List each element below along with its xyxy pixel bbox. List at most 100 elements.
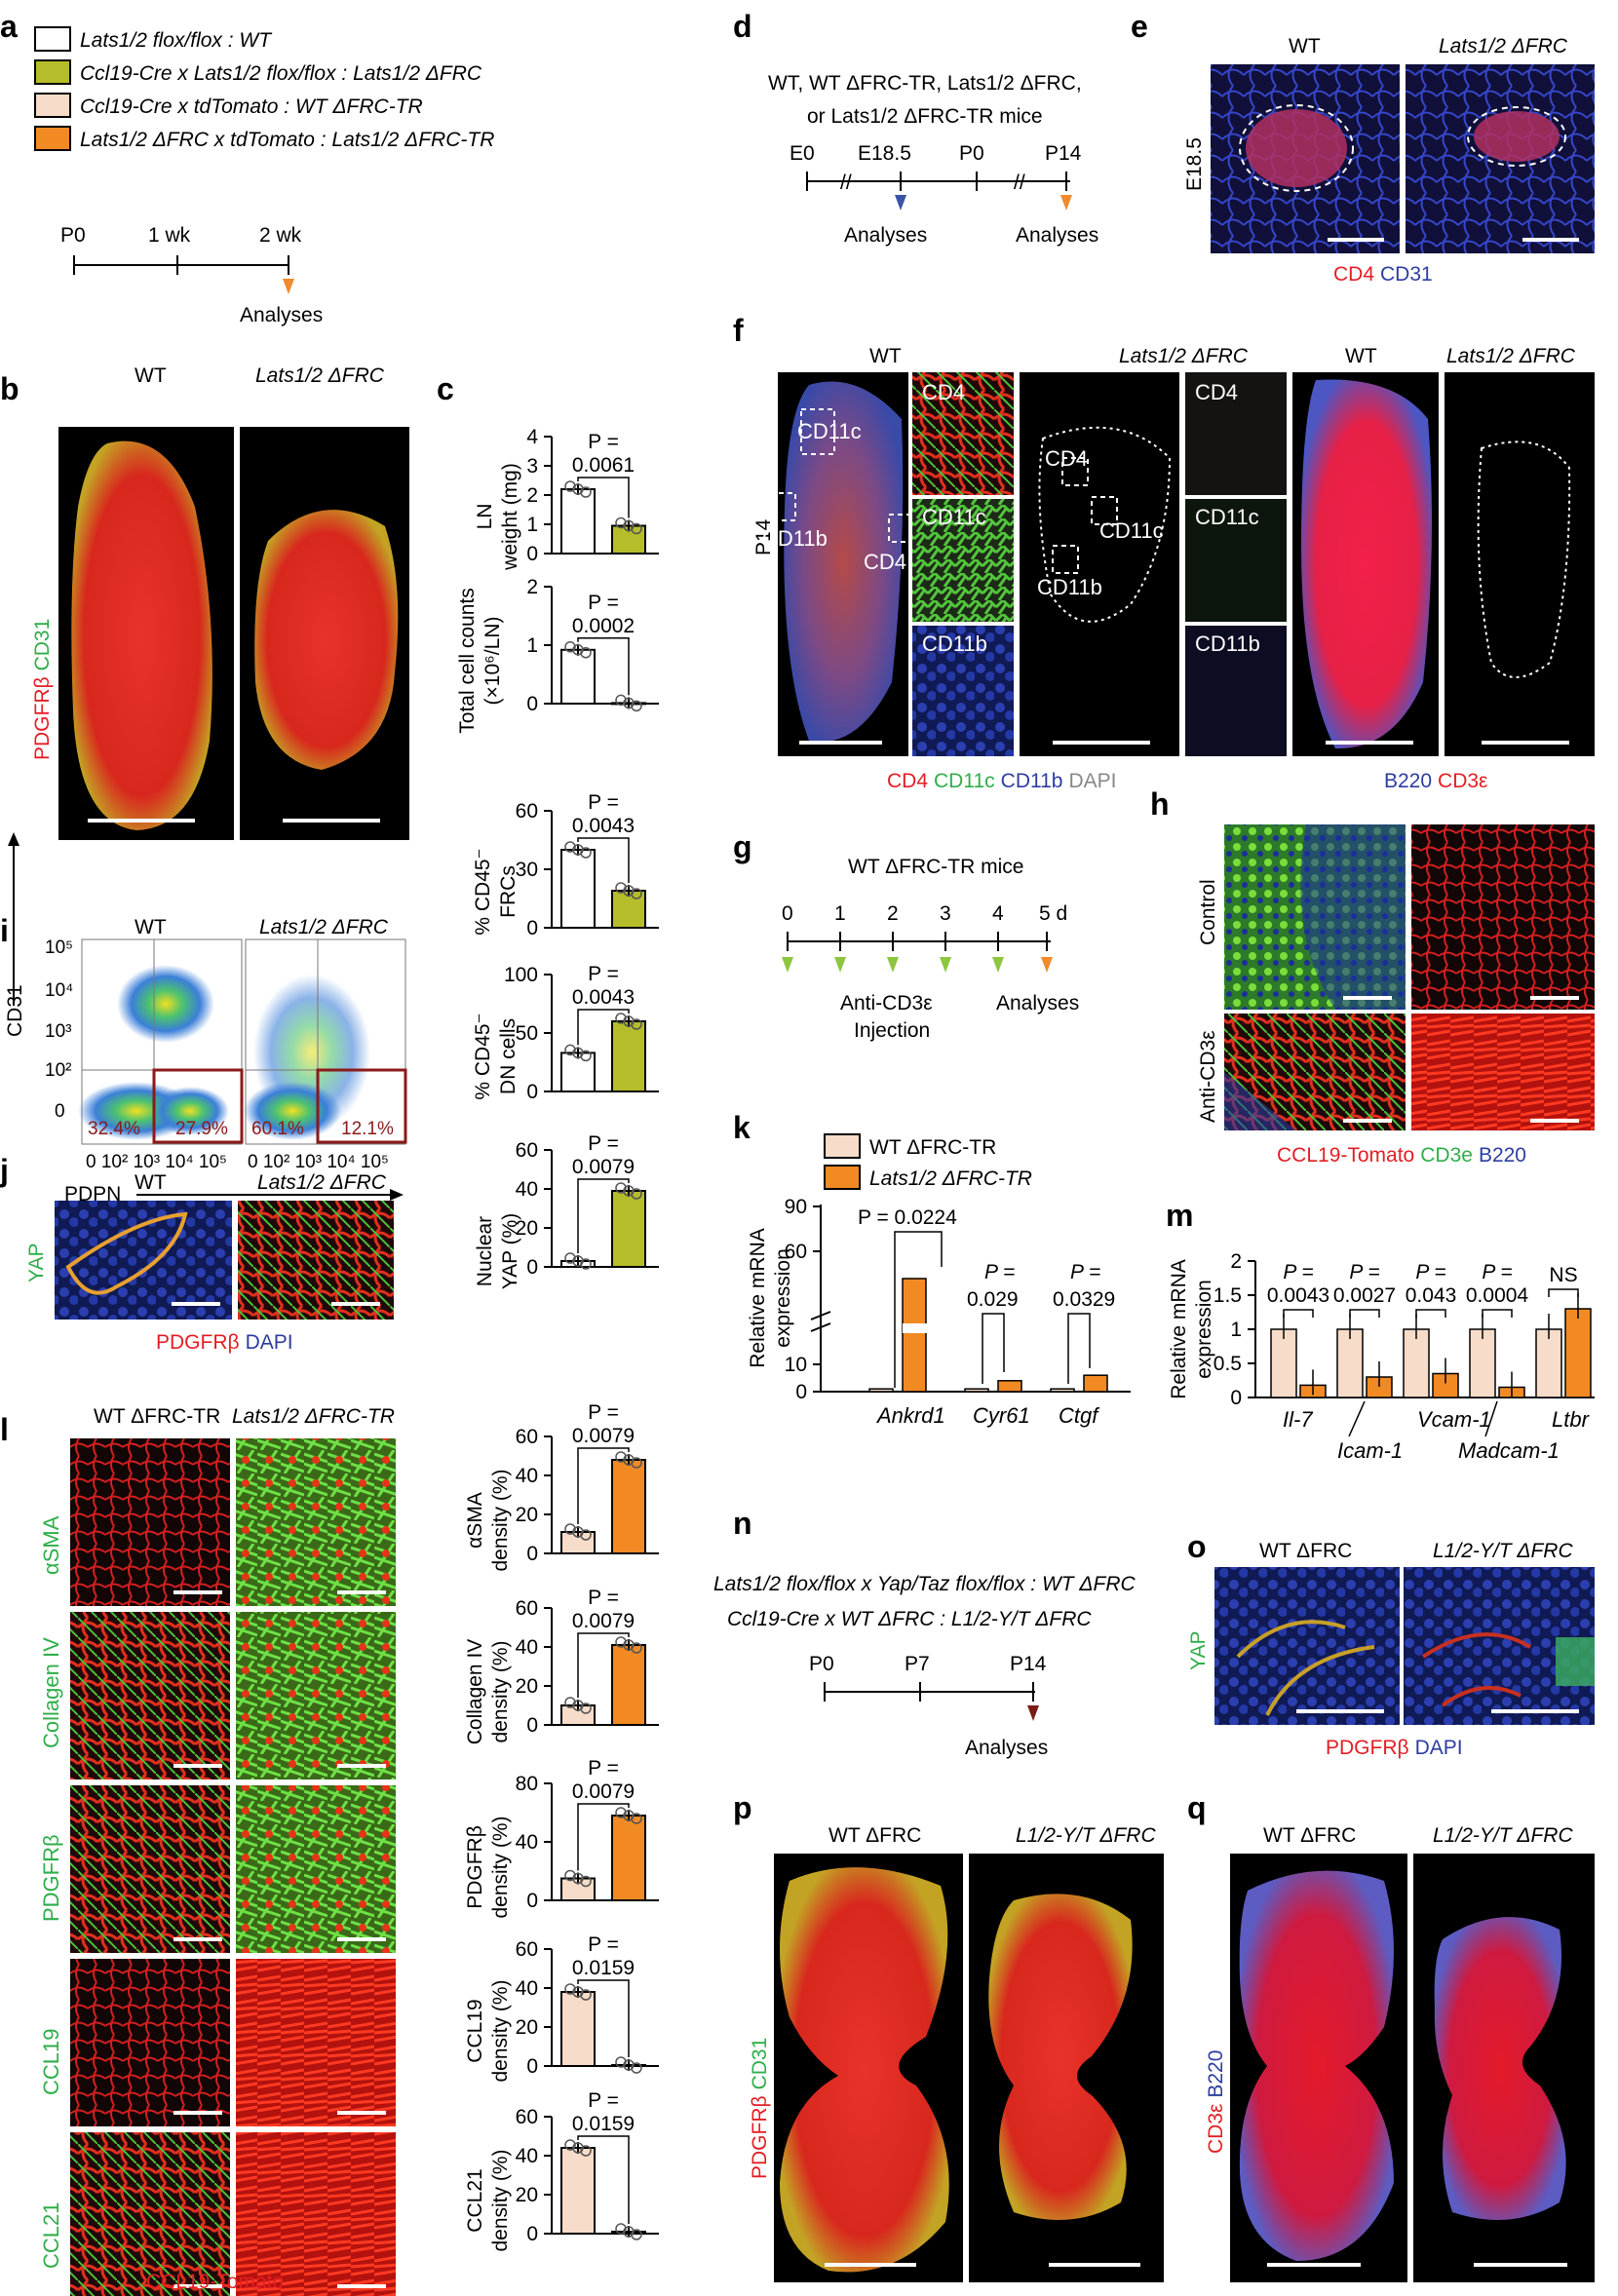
svg-text:weight (mg): weight (mg) [499,463,521,571]
data-point [631,2062,642,2074]
p-value: P = 0.0224 [858,1206,957,1229]
svg-text:WT ΔFRC-TR: WT ΔFRC-TR [869,1136,996,1159]
svg-text:Lats1/2 ΔFRC-TR: Lats1/2 ΔFRC-TR [869,1167,1032,1190]
row-label-text: Collagen IV [39,1637,63,1748]
micrograph-l-wt [70,1612,230,1779]
micrograph-l-lats [236,2132,396,2296]
x-tick-label: Madcam-1 [1458,1438,1560,1463]
data-point [623,1185,635,1197]
bar [997,1380,1022,1393]
data-point [615,2056,627,2068]
svg-text:0 10² 10³ 10⁴ 10⁵: 0 10² 10³ 10⁴ 10⁵ [248,1152,389,1172]
p-value: 0.0079 [572,1156,635,1178]
panel-k-label: k [733,1110,751,1145]
data-point [631,2229,642,2240]
chart-c1: 0 1 2 3 4 P =0.0061 [526,426,659,565]
data-point [564,1044,576,1056]
axis-label: αSMA density (%) [464,1469,512,1571]
timeline-label: P0 [60,224,86,247]
data-point [564,641,576,653]
p-value-prefix: P = [1349,1261,1379,1283]
svg-text:Relative mRNA: Relative mRNA [747,1228,769,1368]
bar [611,1020,646,1092]
col-label: L1/2-Y/T ΔFRC [1016,1824,1156,1847]
p-value-prefix: P = [588,1587,619,1609]
y-tick-label: 2 [526,484,538,507]
y-tick-label: 20 [516,1504,538,1526]
y-tick-label: 10 [785,1354,807,1376]
axis-label: Relative mRNA expression [747,1228,794,1368]
p-value-prefix: P = [588,1757,619,1779]
data-point [631,1642,642,1654]
y-tick-label: 1 [1230,1319,1242,1341]
y-tick-label: 100 [504,964,538,986]
y-tick-label: 0 [526,1081,538,1103]
micrograph-l-lats [236,1959,396,2126]
axis-label: % CD45⁻ DN cells [472,1013,520,1099]
svg-text:4: 4 [992,902,1004,925]
data-point [631,1188,642,1200]
panel-g-timeline: 0 1 2 3 4 5 d Anti-CD3ε Injection Analys… [782,902,1079,1042]
svg-text:CD11b: CD11b [1037,575,1102,599]
leader-line [1484,1400,1498,1437]
data-point [564,1983,576,1995]
svg-text:CD31: CD31 [4,984,26,1037]
axis-label: Relative mRNA expression [1168,1259,1215,1399]
legend-item: Ccl19-Cre x Lats1/2 flox/flox : Lats1/2 … [80,62,482,85]
svg-text:P7: P7 [905,1653,930,1675]
p-value: 0.0079 [572,1610,635,1632]
svg-text:YAP: YAP [1187,1631,1210,1670]
data-point [580,647,592,659]
svg-text:LN: LN [474,504,496,530]
data-point [564,841,576,853]
svg-text:10³: 10³ [45,1021,71,1042]
data-point [623,519,635,532]
row-label: YAP [25,1244,48,1282]
significance-bracket [982,1313,1005,1384]
y-tick-label: 0 [526,2055,538,2078]
bar [1336,1328,1364,1398]
p-value: 0.0027 [1333,1284,1396,1307]
data-point [615,1807,627,1818]
data-point [580,1258,592,1270]
axis-label: % CD45⁻ FRCs [472,848,520,935]
y-tick-label: 20 [516,2184,538,2206]
panel-i-label: i [0,913,9,948]
y-tick-label: 60 [516,2106,538,2128]
panel-b-label: b [0,371,19,406]
y-tick-label: 60 [516,1426,538,1448]
micrograph-l-wt [70,1959,230,2126]
y-tick-label: 3 [526,455,538,478]
significance-bracket [577,1803,630,1871]
y-tick-label: 0 [1230,1387,1242,1409]
data-point [572,844,584,856]
p-value-prefix: P = [1482,1261,1512,1283]
panel-f-label: f [733,313,744,348]
p-value: 0.0329 [1053,1288,1115,1311]
data-point [615,517,627,529]
bar [1403,1328,1430,1398]
svg-text:CD3εB220: CD3εB220 [1205,2050,1227,2154]
micrograph-f-lats [1020,372,1179,756]
y-tick-label: 40 [516,2145,538,2167]
stain-label: CCL19-Tomato CD3e B220 [1277,1144,1526,1167]
col-label: WT [1345,345,1377,367]
p-value-prefix: P = [984,1261,1015,1283]
svg-text:Anti-CD3ε: Anti-CD3ε [1197,1030,1219,1123]
svg-text:Nuclear: Nuclear [474,1216,496,1286]
legend-swatch-lats-tr [34,126,71,151]
axis-label: PDPN [64,1183,121,1205]
stain-label: PDGFRβ DAPI [156,1331,293,1354]
p-value-prefix: P = [588,1401,619,1424]
row-label: αSMA [39,1515,63,1575]
text-line: Ccl19-Cre x WT ΔFRC : L1/2-Y/T ΔFRC [727,1608,1092,1630]
svg-text:% CD45⁻: % CD45⁻ [472,1013,494,1099]
text-line: Lats1/2 flox/flox x Yap/Taz flox/flox : … [713,1573,1136,1595]
p-value-prefix: P = [588,431,619,453]
significance-bracket [1482,1309,1513,1318]
micrograph-h-anti-red [1411,1014,1595,1130]
col-label: Lats1/2 ΔFRC-TR [232,1405,395,1428]
col-label: WT [135,364,167,387]
col-label: Lats1/2 ΔFRC [1439,35,1568,57]
